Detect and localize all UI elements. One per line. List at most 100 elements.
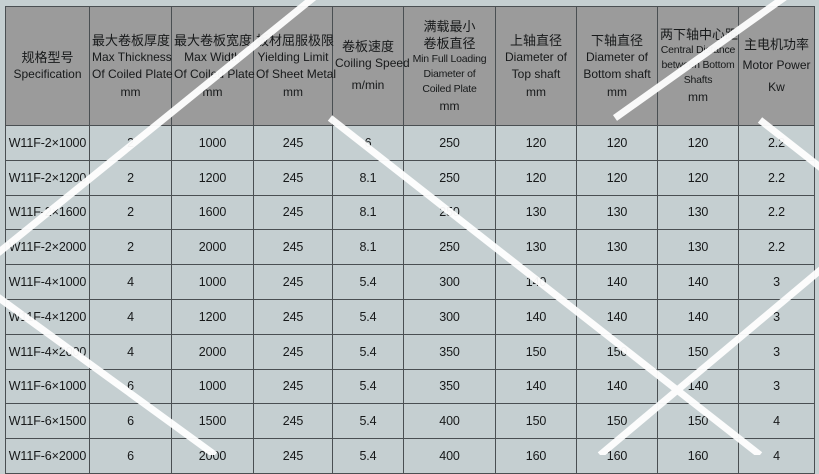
table-cell: 4 — [89, 333, 172, 370]
column-header-min-full-loading-diameter: 满载最小 卷板直径 Min Full Loading Diameter of C… — [403, 6, 496, 126]
table-cell: 2.2 — [738, 125, 815, 161]
table-cell: 2000 — [171, 333, 254, 370]
table-cell: 3 — [738, 368, 815, 405]
header-cn-coiling-speed: 卷板速度 — [341, 39, 394, 54]
table-row: W11F-2×1600 2 1600 245 8.1 250 130 130 130 2.2 — [5, 194, 815, 231]
table-cell: 130 — [495, 229, 577, 266]
table-cell: 2.2 — [738, 229, 815, 266]
table-cell: 6 — [89, 368, 172, 405]
header-cn-bottom-shaft: 下轴直径 — [590, 32, 643, 48]
header-en-yielding-limit-1: Yielding Limit — [257, 49, 329, 64]
table-cell: 130 — [657, 229, 739, 266]
header-en-max-width-2: Of Coiled Plate — [174, 66, 255, 81]
cell-specification: W11F-2×1000 — [5, 125, 90, 161]
header-cn-min-full-loading-1: 满载最小 — [423, 18, 476, 34]
table-cell: 140 — [657, 298, 739, 335]
table-row: W11F-2×1200 2 1200 245 8.1 250 120 120 120 2.2 — [5, 159, 815, 196]
table-cell: 2.2 — [738, 194, 815, 231]
specification-table: 规格型号 Specification 最大卷板厚度 Max Thickness … — [5, 6, 815, 474]
table-cell: 150 — [576, 403, 658, 440]
header-unit-motor-power: Kw — [768, 80, 785, 94]
table-cell: 5.4 — [332, 333, 404, 370]
table-cell: 8.1 — [332, 194, 404, 231]
header-en-max-thickness-1: Max Thickness — [92, 49, 172, 64]
table-cell: 6 — [89, 438, 172, 474]
table-cell: 350 — [403, 333, 496, 370]
header-en-specification: Specification — [13, 67, 82, 81]
table-cell: 245 — [253, 298, 333, 335]
header-unit-coiling-speed: m/min — [351, 78, 385, 92]
table-body: W11F-2×1000 2 1000 245 6 250 120 120 120 2.2 W11F-… — [5, 125, 815, 474]
table-cell: 1200 — [171, 159, 254, 196]
column-header-yielding-limit: 板材屈服极限 Yielding Limit Of Sheet Metal mm — [253, 6, 337, 126]
table-cell: 300 — [403, 264, 496, 300]
table-cell: 150 — [495, 333, 577, 370]
header-cn-central-distance: 两下轴中心距 — [660, 27, 739, 42]
column-header-max-thickness: 最大卷板厚度 Max Thickness Of Coiled Plate mm — [89, 6, 173, 126]
column-header-max-width: 最大卷板宽度 Max Width Of Coiled Plate mm — [171, 6, 255, 126]
table-cell: 120 — [495, 159, 577, 196]
table-cell: 245 — [253, 159, 333, 196]
header-en-min-full-loading-2: Diameter of — [423, 67, 476, 80]
header-unit-central-distance: mm — [688, 90, 708, 104]
table-cell: 150 — [495, 403, 577, 440]
table-cell: 160 — [657, 438, 739, 474]
header-en-yielding-limit-2: Of Sheet Metal — [256, 66, 337, 81]
header-unit-yielding-limit: mm — [283, 84, 303, 99]
cell-specification: W11F-6×1500 — [5, 403, 90, 440]
table-row: W11F-4×2000 4 2000 245 5.4 350 150 150 150 3 — [5, 333, 815, 370]
table-cell: 140 — [495, 368, 577, 405]
header-cn-top-shaft: 上轴直径 — [509, 32, 562, 48]
header-en-central-distance-3: Shafts — [683, 74, 713, 86]
table-cell: 8.1 — [332, 159, 404, 196]
table-cell: 4 — [89, 264, 172, 300]
table-cell: 1500 — [171, 403, 254, 440]
table-cell: 140 — [657, 264, 739, 300]
table-cell: 120 — [576, 125, 658, 161]
header-en-motor-power: Motor Power — [742, 58, 811, 72]
table-cell: 5.4 — [332, 264, 404, 300]
table-cell: 140 — [576, 368, 658, 405]
table-row: W11F-4×1000 4 1000 245 5.4 300 140 140 140 3 — [5, 264, 815, 300]
header-cn-min-full-loading-2: 卷板直径 — [423, 35, 476, 51]
table-cell: 130 — [495, 194, 577, 231]
table-cell: 1000 — [171, 264, 254, 300]
table-cell: 245 — [253, 125, 333, 161]
table-cell: 245 — [253, 438, 333, 474]
table-cell: 160 — [576, 438, 658, 474]
header-unit-max-width: mm — [202, 84, 223, 99]
column-header-diameter-bottom-shaft: 下轴直径 Diameter of Bottom shaft mm — [576, 6, 658, 126]
cell-specification: W11F-2×1200 — [5, 159, 90, 196]
table-cell: 150 — [657, 403, 739, 440]
table-cell: 2 — [89, 159, 172, 196]
table-row: W11F-6×2000 6 2000 245 5.4 400 160 160 160 4 — [5, 438, 815, 474]
table-cell: 2.2 — [738, 159, 815, 196]
table-cell: 6 — [332, 125, 404, 161]
table-cell: 2000 — [171, 438, 254, 474]
table-row: W11F-2×1000 2 1000 245 6 250 120 120 120 2.2 — [5, 125, 815, 161]
header-unit-top-shaft: mm — [526, 84, 546, 99]
table-cell: 140 — [657, 368, 739, 405]
header-en-coiling-speed: Coiling Speed — [335, 56, 410, 70]
header-en-top-shaft-1: Diameter of — [504, 49, 568, 64]
column-header-motor-power: 主电机功率 Motor Power Kw — [738, 6, 815, 126]
table-cell: 245 — [253, 403, 333, 440]
header-unit-bottom-shaft: mm — [607, 84, 627, 99]
table-cell: 150 — [657, 333, 739, 370]
table-cell: 130 — [576, 229, 658, 266]
table-row: W11F-2×2000 2 2000 245 8.1 250 130 130 130 2.2 — [5, 229, 815, 266]
table-cell: 4 — [738, 403, 815, 440]
table-cell: 130 — [576, 194, 658, 231]
table-cell: 3 — [738, 298, 815, 335]
table-cell: 245 — [253, 368, 333, 405]
cell-specification: W11F-6×1000 — [5, 368, 90, 405]
column-header-central-distance: 两下轴中心距 Central Distance between Bottom S… — [657, 6, 739, 126]
table-cell: 245 — [253, 264, 333, 300]
header-row: 规格型号 Specification 最大卷板厚度 Max Thickness … — [5, 6, 815, 126]
table-header: 规格型号 Specification 最大卷板厚度 Max Thickness … — [5, 6, 815, 126]
cell-specification: W11F-2×1600 — [5, 194, 90, 231]
column-header-coiling-speed: 卷板速度 Coiling Speed m/min — [332, 6, 410, 126]
table-cell: 120 — [576, 159, 658, 196]
column-header-diameter-top-shaft: 上轴直径 Diameter of Top shaft mm — [495, 6, 577, 126]
